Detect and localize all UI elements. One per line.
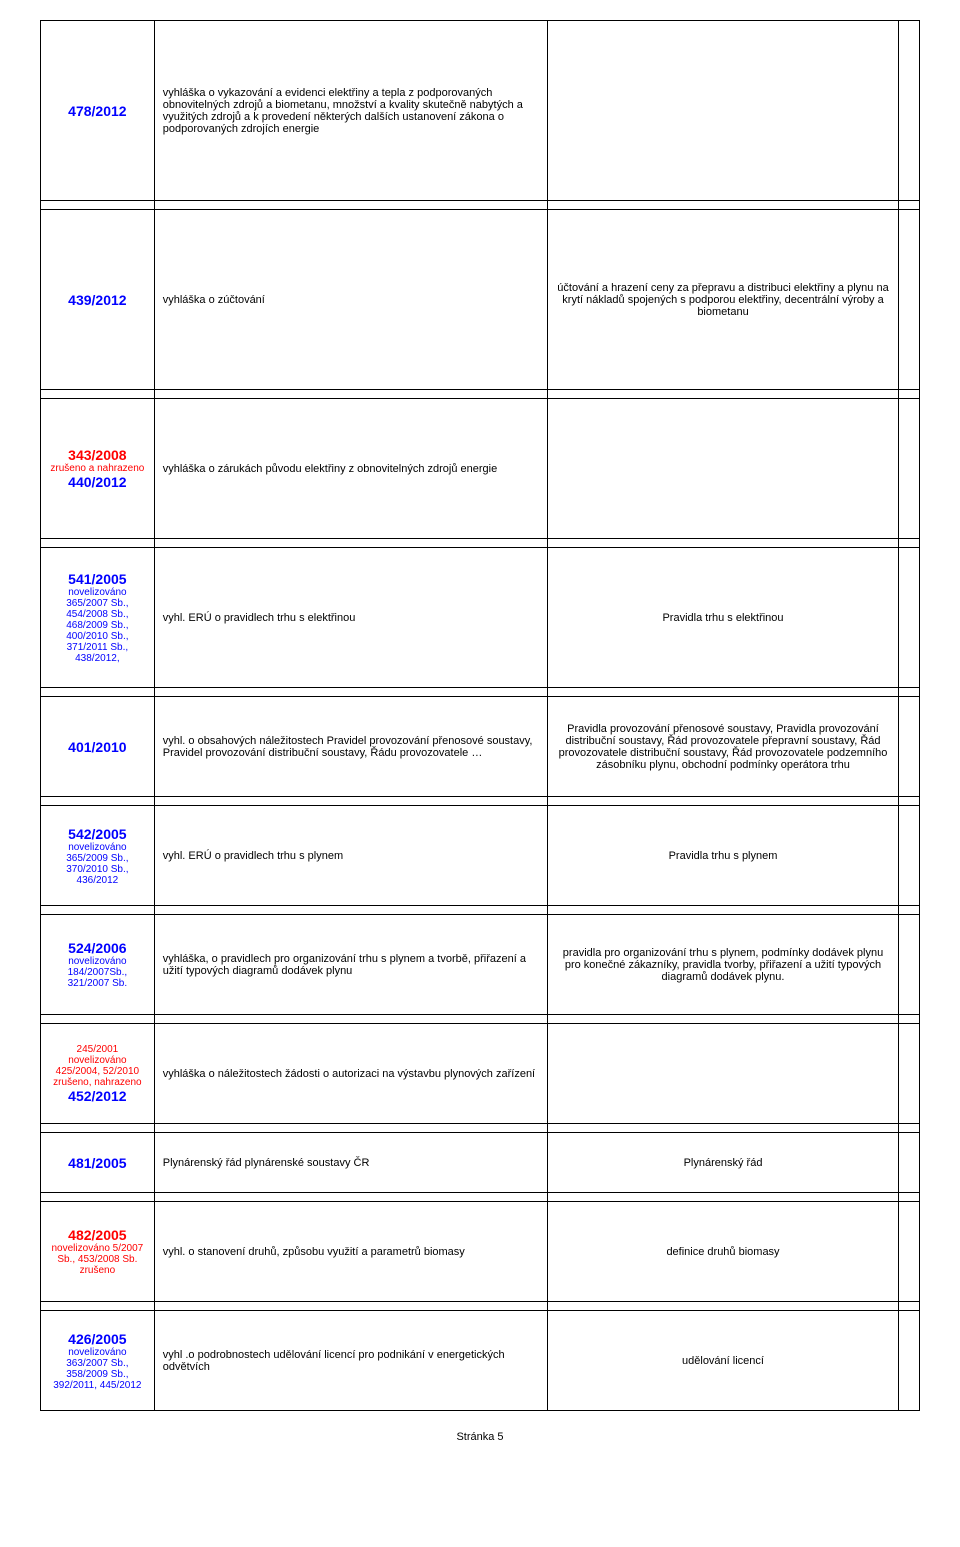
spacer-row (41, 201, 920, 210)
regulation-desc-cell (547, 399, 899, 539)
regulation-title-cell: vyhl. ERÚ o pravidlech trhu s elektřinou (154, 548, 547, 688)
regulation-id-part: 365/2009 Sb., 370/2010 Sb., 436/2012 (49, 853, 146, 886)
regulation-id-part: 481/2005 (49, 1155, 146, 1171)
regulation-id-part: zrušeno, nahrazeno (49, 1077, 146, 1088)
regulation-desc-cell: definice druhů biomasy (547, 1202, 899, 1302)
page-footer: Stránka 5 (40, 1431, 920, 1443)
regulation-desc-cell: pravidla pro organizování trhu s plynem,… (547, 915, 899, 1015)
spacer-row (41, 539, 920, 548)
regulation-id-part: zrušeno (49, 1265, 146, 1276)
regulation-id-part: novelizováno (49, 956, 146, 967)
regulation-id-part: novelizováno 5/2007 Sb., 453/2008 Sb. (49, 1243, 146, 1265)
empty-cell (899, 1133, 920, 1193)
spacer-row (41, 797, 920, 806)
regulation-title-cell: vyhláška o vykazování a evidenci elektři… (154, 21, 547, 201)
regulation-id-part: 363/2007 Sb., 358/2009 Sb., 392/2011, 44… (49, 1358, 146, 1391)
regulation-id-cell: 482/2005novelizováno 5/2007 Sb., 453/200… (41, 1202, 155, 1302)
regulation-desc-cell: Pravidla trhu s elektřinou (547, 548, 899, 688)
spacer-row (41, 1015, 920, 1024)
regulation-id-part: 478/2012 (49, 103, 146, 119)
table-row: 481/2005 Plynárenský řád plynárenské sous… (41, 1133, 920, 1193)
regulation-id-part: novelizováno (49, 842, 146, 853)
regulation-id-cell: 426/2005novelizováno363/2007 Sb., 358/20… (41, 1311, 155, 1411)
regulation-id-cell: 439/2012 (41, 210, 155, 390)
empty-cell (899, 806, 920, 906)
table-row: 343/2008zrušeno a nahrazeno440/2012vyhlá… (41, 399, 920, 539)
regulation-id-cell: 245/2001novelizováno425/2004, 52/2010zru… (41, 1024, 155, 1124)
spacer-row (41, 1302, 920, 1311)
table-row: 439/2012 vyhláška o zúčtováníúčtování a h… (41, 210, 920, 390)
table-row: 541/2005novelizováno365/2007 Sb., 454/20… (41, 548, 920, 688)
regulation-id-part: 343/2008 (49, 447, 146, 463)
spacer-row (41, 1193, 920, 1202)
empty-cell (899, 399, 920, 539)
regulation-id-cell: 478/2012 (41, 21, 155, 201)
regulation-id-cell: 542/2005novelizováno365/2009 Sb., 370/20… (41, 806, 155, 906)
regulation-id-cell: 343/2008zrušeno a nahrazeno440/2012 (41, 399, 155, 539)
spacer-row (41, 688, 920, 697)
table-row: 482/2005novelizováno 5/2007 Sb., 453/200… (41, 1202, 920, 1302)
regulation-id-part: zrušeno a nahrazeno (49, 463, 146, 474)
empty-cell (899, 210, 920, 390)
regulation-title-cell: vyhl. ERÚ o pravidlech trhu s plynem (154, 806, 547, 906)
empty-cell (899, 1024, 920, 1124)
regulation-desc-cell: Plynárenský řád (547, 1133, 899, 1193)
regulation-id-part: 425/2004, 52/2010 (49, 1066, 146, 1077)
table-row: 478/2012 vyhláška o vykazování a evidenci… (41, 21, 920, 201)
empty-cell (899, 915, 920, 1015)
empty-cell (899, 1311, 920, 1411)
regulation-id-part: 426/2005 (49, 1331, 146, 1347)
regulation-title-cell: vyhláška o náležitostech žádosti o autor… (154, 1024, 547, 1124)
regulation-title-cell: Plynárenský řád plynárenské soustavy ČR (154, 1133, 547, 1193)
regulation-id-cell: 401/2010 (41, 697, 155, 797)
regulation-id-part: novelizováno (49, 587, 146, 598)
empty-cell (899, 1202, 920, 1302)
regulation-title-cell: vyhláška o zárukách původu elektřiny z o… (154, 399, 547, 539)
regulation-id-part: 524/2006 (49, 940, 146, 956)
regulation-id-part: 452/2012 (49, 1088, 146, 1104)
table-row: 245/2001novelizováno425/2004, 52/2010zru… (41, 1024, 920, 1124)
regulation-id-cell: 481/2005 (41, 1133, 155, 1193)
regulation-title-cell: vyhl. o stanovení druhů, způsobu využití… (154, 1202, 547, 1302)
regulation-desc-cell: Pravidla provozování přenosové soustavy,… (547, 697, 899, 797)
regulation-desc-cell (547, 1024, 899, 1124)
regulation-id-part: 541/2005 (49, 571, 146, 587)
regulation-title-cell: vyhl. o obsahových náležitostech Pravide… (154, 697, 547, 797)
spacer-row (41, 1124, 920, 1133)
regulation-id-cell: 541/2005novelizováno365/2007 Sb., 454/20… (41, 548, 155, 688)
regulation-id-part: 365/2007 Sb., 454/2008 Sb., 468/2009 Sb.… (49, 598, 146, 664)
regulation-title-cell: vyhláška, o pravidlech pro organizování … (154, 915, 547, 1015)
regulation-desc-cell: udělování licencí (547, 1311, 899, 1411)
table-row: 426/2005novelizováno363/2007 Sb., 358/20… (41, 1311, 920, 1411)
regulation-id-part: 401/2010 (49, 739, 146, 755)
regulation-title-cell: vyhláška o zúčtování (154, 210, 547, 390)
regulation-id-part: novelizováno (49, 1347, 146, 1358)
table-row: 401/2010 vyhl. o obsahových náležitostech… (41, 697, 920, 797)
spacer-row (41, 390, 920, 399)
regulation-desc-cell: účtování a hrazení ceny za přepravu a di… (547, 210, 899, 390)
regulation-id-part: 440/2012 (49, 474, 146, 490)
regulation-id-part: 245/2001 (49, 1044, 146, 1055)
table-row: 542/2005novelizováno365/2009 Sb., 370/20… (41, 806, 920, 906)
page: 478/2012 vyhláška o vykazování a evidenci… (0, 0, 960, 1453)
regulation-id-part: 184/2007Sb., 321/2007 Sb. (49, 967, 146, 989)
empty-cell (899, 548, 920, 688)
regulation-id-part: 439/2012 (49, 292, 146, 308)
regulation-title-cell: vyhl .o podrobnostech udělování licencí … (154, 1311, 547, 1411)
regulation-desc-cell (547, 21, 899, 201)
regulation-id-part: novelizováno (49, 1055, 146, 1066)
regulation-id-part: 542/2005 (49, 826, 146, 842)
regulation-id-cell: 524/2006novelizováno184/2007Sb., 321/200… (41, 915, 155, 1015)
table-row: 524/2006novelizováno184/2007Sb., 321/200… (41, 915, 920, 1015)
empty-cell (899, 697, 920, 797)
regulation-id-part: 482/2005 (49, 1227, 146, 1243)
spacer-row (41, 906, 920, 915)
regulations-table: 478/2012 vyhláška o vykazování a evidenci… (40, 20, 920, 1411)
regulation-desc-cell: Pravidla trhu s plynem (547, 806, 899, 906)
empty-cell (899, 21, 920, 201)
